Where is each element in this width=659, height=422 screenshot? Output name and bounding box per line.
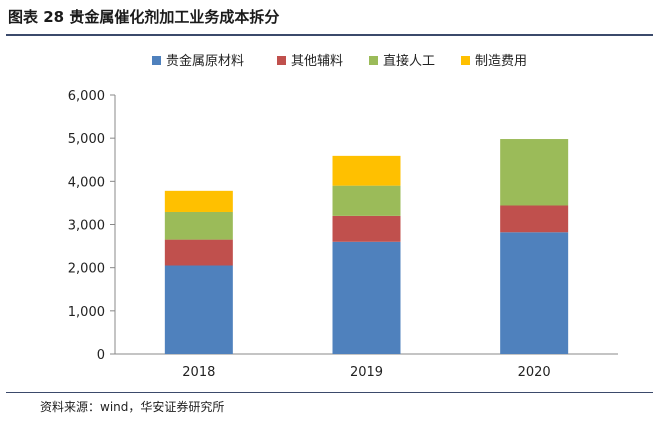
legend-label-2: 直接人工: [383, 53, 435, 69]
legend-swatch-1: [277, 56, 286, 65]
bar-2019-series-0: [332, 241, 401, 354]
y-tick-label-0: 0: [97, 348, 105, 363]
legend-swatch-2: [369, 56, 378, 65]
y-tick-label-2: 2,000: [68, 262, 105, 277]
bar-2020-series-2: [500, 139, 569, 206]
legend-swatch-3: [461, 56, 470, 65]
bar-2018-series-2: [164, 211, 233, 240]
x-tick-label-2019: 2019: [350, 365, 383, 380]
y-tick-label-1: 1,000: [68, 305, 105, 320]
title-divider: [6, 34, 653, 36]
bar-2020-series-0: [500, 232, 569, 354]
source-note: 资料来源：wind，华安证券研究所: [40, 400, 225, 414]
bar-2019-series-2: [332, 185, 401, 216]
bar-2018-series-1: [164, 239, 233, 266]
y-tick-label-4: 4,000: [68, 175, 105, 190]
legend-swatch-0: [152, 56, 161, 65]
legend-label-3: 制造费用: [475, 54, 527, 69]
bar-2018-series-0: [164, 265, 233, 354]
x-tick-label-2020: 2020: [518, 365, 551, 380]
y-tick-label-6: 6,000: [68, 89, 105, 104]
footer-divider: [6, 392, 653, 393]
bar-2020-series-1: [500, 205, 569, 233]
legend-label-0: 贵金属原材料: [166, 53, 244, 69]
bar-2019-series-3: [332, 155, 401, 186]
x-tick-label-2018: 2018: [182, 365, 215, 380]
bar-2018-series-3: [164, 190, 233, 212]
legend-label-1: 其他辅料: [291, 54, 343, 69]
y-tick-label-3: 3,000: [68, 219, 105, 234]
y-tick-label-5: 5,000: [68, 132, 105, 147]
stacked-bar-chart: 贵金属原材料 其他辅料 直接人工 制造费用 0 1,000 2,000 3,000 4,000 5…: [68, 53, 618, 380]
chart-title: 图表 28 贵金属催化剂加工业务成本拆分: [8, 8, 280, 26]
bar-2019-series-1: [332, 215, 401, 242]
